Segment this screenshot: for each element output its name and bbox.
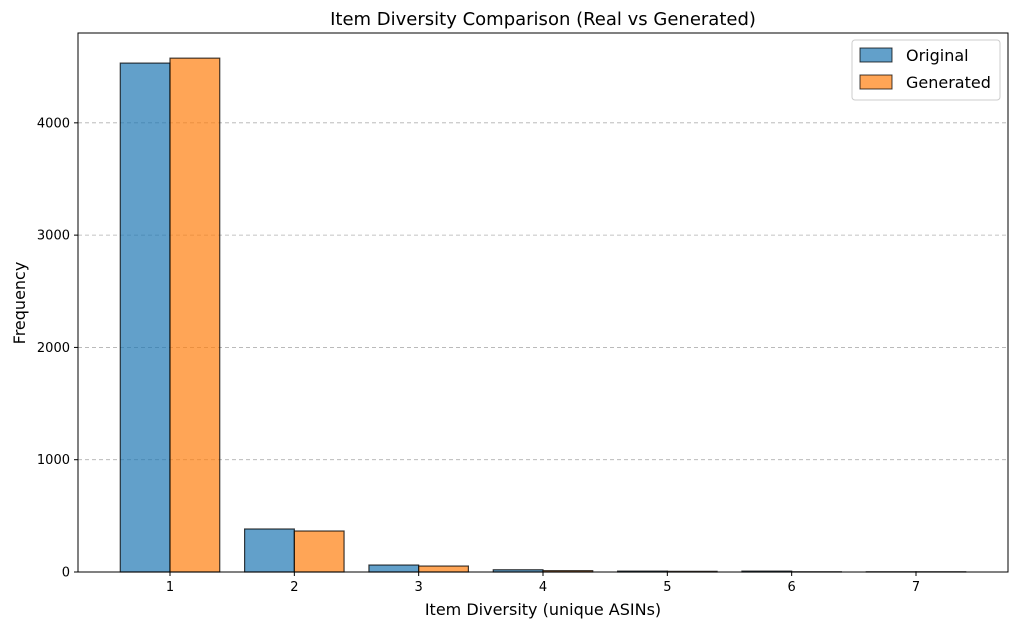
x-tick-label: 6 — [788, 580, 796, 595]
bar-generated-1 — [170, 58, 220, 572]
x-ticks: 1 2 3 4 5 6 7 — [166, 572, 920, 595]
x-tick-label: 3 — [415, 580, 423, 595]
y-tick-label: 4000 — [37, 116, 70, 131]
chart-title: Item Diversity Comparison (Real vs Gener… — [330, 9, 756, 30]
bar-generated-2 — [294, 531, 344, 572]
y-tick-label: 1000 — [37, 453, 70, 468]
y-tick-label: 3000 — [37, 229, 70, 244]
x-tick-label: 2 — [290, 580, 298, 595]
legend: Original Generated — [852, 40, 1000, 100]
x-tick-label: 4 — [539, 580, 547, 595]
bar-original-2 — [245, 529, 295, 572]
legend-swatch-original — [860, 48, 892, 62]
x-tick-label: 1 — [166, 580, 174, 595]
y-axis-label: Frequency — [10, 262, 29, 345]
x-tick-label: 5 — [663, 580, 671, 595]
x-tick-label: 7 — [912, 580, 920, 595]
x-axis-label: Item Diversity (unique ASINs) — [425, 600, 661, 619]
y-tick-label: 0 — [62, 566, 70, 581]
bar-original-1 — [120, 63, 170, 572]
legend-label-original: Original — [906, 46, 969, 65]
legend-swatch-generated — [860, 75, 892, 89]
y-tick-label: 2000 — [37, 341, 70, 356]
bar-generated-3 — [419, 566, 469, 572]
legend-label-generated: Generated — [906, 73, 991, 92]
bar-original-3 — [369, 565, 419, 572]
bars — [120, 58, 965, 572]
y-ticks: 0 1000 2000 3000 4000 — [37, 116, 78, 580]
